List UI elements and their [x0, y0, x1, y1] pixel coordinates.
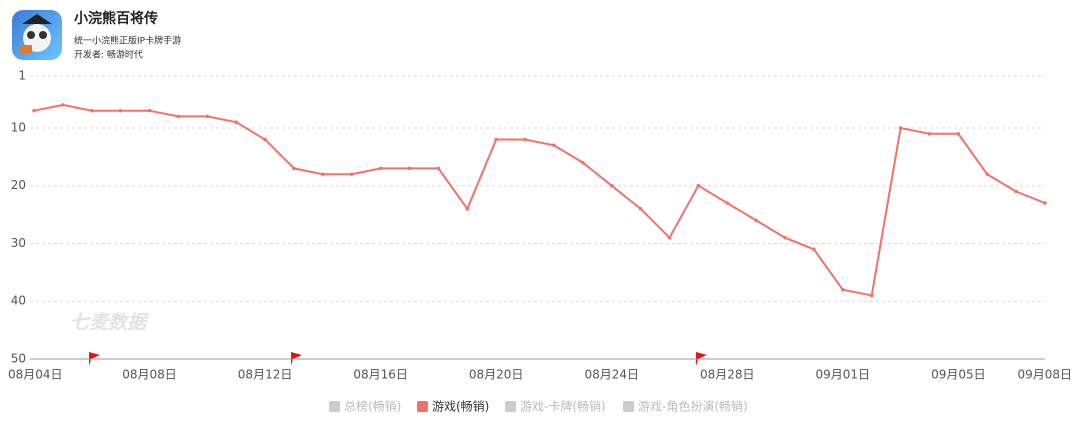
data-point	[118, 108, 123, 113]
data-point	[176, 114, 181, 119]
data-point	[378, 166, 383, 171]
data-point	[321, 172, 325, 176]
data-point	[292, 166, 296, 171]
data-point	[985, 172, 990, 176]
app-title: 小浣熊百将传	[74, 10, 158, 27]
data-point	[898, 126, 903, 130]
y-tick-label: 30	[11, 236, 26, 250]
data-point	[494, 137, 498, 142]
legend-item[interactable]: 游戏-角色扮演(畅销)	[623, 399, 748, 414]
data-point	[956, 131, 961, 136]
data-point	[147, 108, 152, 113]
legend-label: 游戏-卡牌(畅销)	[520, 400, 606, 414]
data-point	[696, 183, 701, 188]
data-point	[869, 293, 874, 298]
data-point	[349, 172, 354, 176]
x-tick-label: 08月04日	[8, 368, 63, 382]
data-point	[1014, 189, 1018, 194]
legend-label: 总榜(畅销)	[344, 399, 401, 414]
data-point	[552, 143, 556, 148]
x-tick-label: 09月05日	[931, 368, 986, 382]
flags	[89, 352, 707, 366]
data-point	[263, 137, 267, 142]
y-tick-label: 20	[11, 178, 26, 192]
data-point	[754, 218, 758, 223]
legend-swatch	[505, 401, 516, 412]
legend-label: 游戏(畅销)	[432, 400, 489, 414]
x-tick-label: 08月20日	[469, 368, 524, 382]
legend-swatch	[329, 401, 340, 412]
y-tick-label: 1	[18, 69, 26, 83]
app-subtitle: 统一小浣熊正版IP卡牌手游	[74, 35, 181, 47]
data-point	[783, 235, 787, 240]
legend-item[interactable]: 游戏(畅销)	[417, 400, 489, 414]
legend-item[interactable]: 总榜(畅销)	[329, 399, 401, 414]
legend-label: 游戏-角色扮演(畅销)	[638, 399, 748, 414]
data-point	[581, 160, 585, 165]
data-point	[205, 114, 210, 119]
watermark: 七麦数据	[70, 312, 149, 334]
data-point	[812, 247, 816, 252]
y-tick-label: 10	[11, 120, 26, 134]
data-point	[436, 166, 441, 171]
x-tick-label: 09月01日	[816, 368, 871, 382]
app-developer: 开发者: 畅游时代	[74, 49, 143, 61]
data-point	[407, 166, 412, 171]
legend-swatch	[417, 401, 428, 412]
data-point	[1043, 201, 1047, 205]
data-point	[609, 183, 614, 188]
data-point	[523, 137, 527, 142]
data-point	[234, 120, 238, 125]
legend-item[interactable]: 游戏-卡牌(畅销)	[505, 400, 606, 414]
data-point	[667, 235, 672, 240]
data-point	[638, 207, 643, 211]
data-point	[89, 108, 94, 113]
data-point	[465, 207, 470, 211]
data-point	[725, 201, 730, 205]
x-tick-label: 09月08日	[1017, 368, 1072, 382]
x-tick-label: 08月24日	[584, 368, 639, 382]
x-tick-label: 08月28日	[700, 368, 755, 382]
data-point	[927, 131, 932, 136]
y-tick-label: 50	[11, 352, 26, 366]
app-icon	[12, 10, 62, 60]
y-tick-label: 40	[11, 294, 26, 308]
data-point	[61, 103, 65, 107]
legend-swatch	[623, 401, 634, 412]
data-point	[841, 287, 845, 292]
x-tick-label: 08月12日	[238, 368, 293, 382]
data-point	[32, 108, 36, 113]
x-tick-label: 08月16日	[353, 368, 408, 382]
series-line	[33, 103, 1046, 297]
x-tick-label: 08月08日	[122, 368, 177, 382]
